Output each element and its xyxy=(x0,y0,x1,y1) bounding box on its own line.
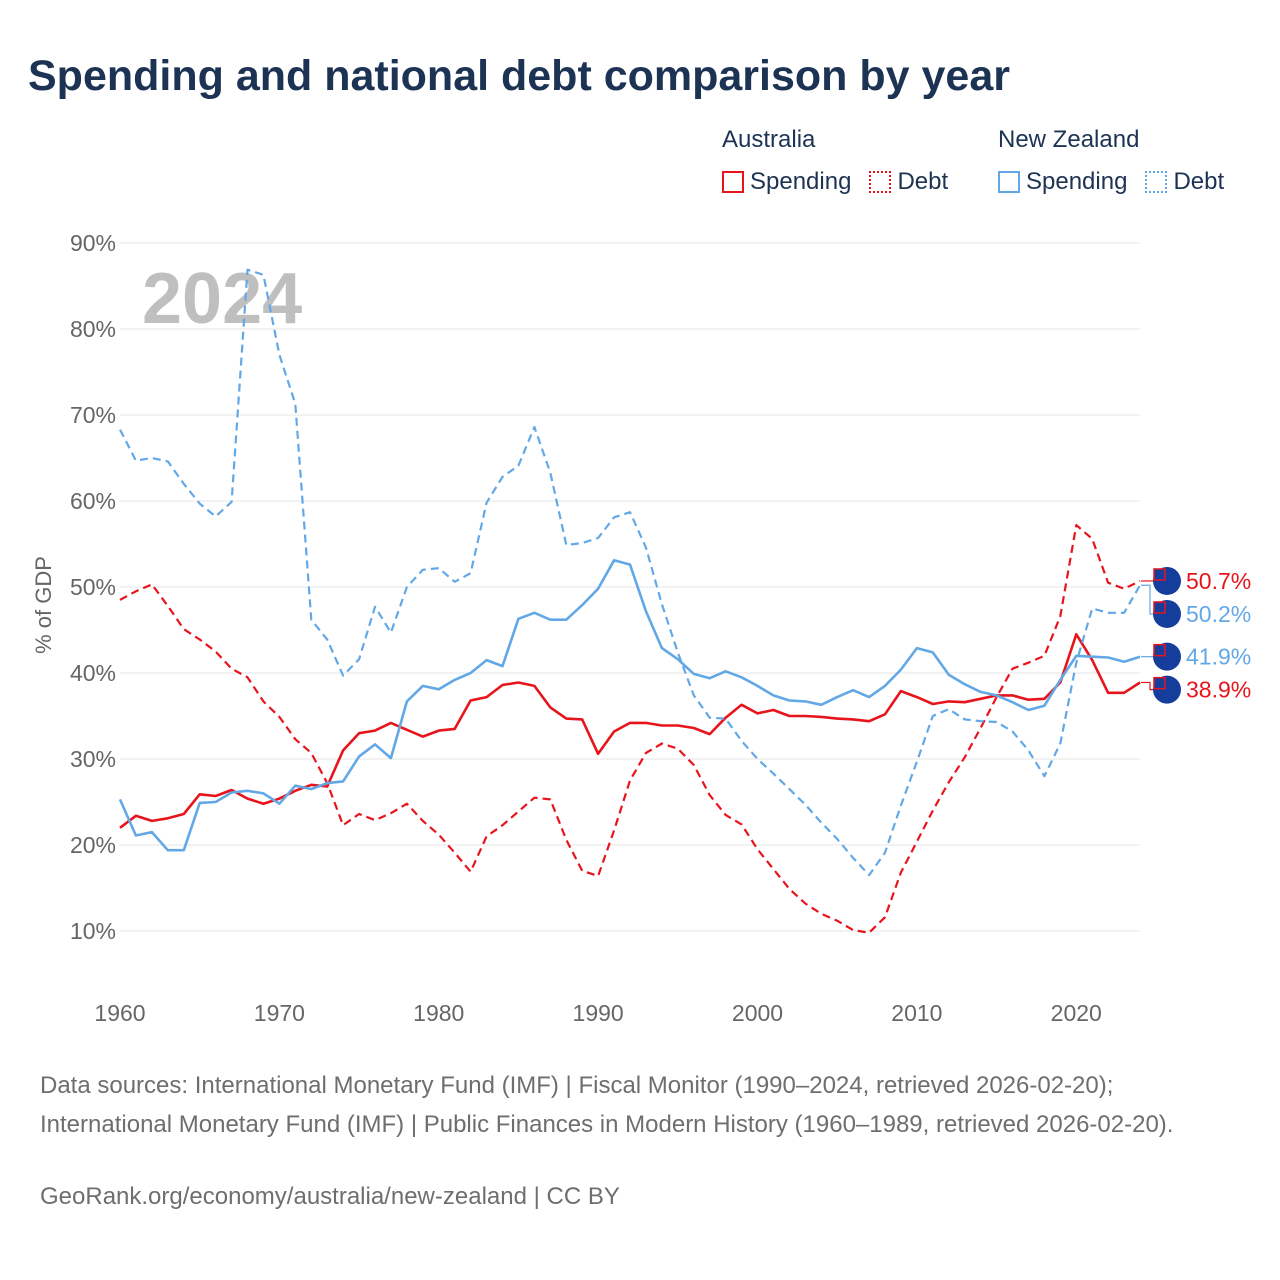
y-tick-label: 70% xyxy=(70,402,116,428)
y-tick-label: 90% xyxy=(70,230,116,256)
line-chart: 10% 20% 30% 40% 50% 60% 70% 80% 90% 1960 1970 1980 1… xyxy=(31,230,1251,1026)
x-tick-label: 1980 xyxy=(413,1000,464,1026)
solid-line-swatch-icon xyxy=(998,171,1020,193)
legend-label: Debt xyxy=(897,168,949,195)
y-tick-label: 10% xyxy=(70,918,116,944)
union-jack-icon xyxy=(1153,643,1166,657)
series-line-new-zealand-debt xyxy=(119,268,1141,877)
x-tick-label: 1990 xyxy=(573,1000,624,1026)
legend-label: Spending xyxy=(1026,168,1128,195)
union-jack-icon xyxy=(1153,568,1166,581)
x-tick-label: 1970 xyxy=(254,1000,305,1026)
legend-label: Spending xyxy=(750,168,852,195)
union-jack-icon xyxy=(1153,676,1166,690)
end-value-label: 50.2% xyxy=(1186,601,1251,627)
legend-group-name: New Zealand xyxy=(998,126,1140,153)
y-tick-label: 30% xyxy=(70,746,116,772)
x-tick-label: 2020 xyxy=(1051,1000,1102,1026)
x-tick-label: 2010 xyxy=(891,1000,942,1026)
legend-item-new-zealand-debt[interactable]: Debt xyxy=(1145,168,1224,196)
end-value-label: 38.9% xyxy=(1186,677,1251,703)
solid-line-swatch-icon xyxy=(722,171,744,193)
dotted-line-swatch-icon xyxy=(869,171,892,193)
dotted-line-swatch-icon xyxy=(1145,171,1168,193)
legend-group-name: Australia xyxy=(722,126,816,153)
y-axis-label: % of GDP xyxy=(31,556,56,654)
union-jack-icon xyxy=(1153,601,1166,614)
year-overlay: 2024 xyxy=(142,259,302,339)
legend-new-zealand: New Zealand Spending Debt xyxy=(998,126,1224,196)
y-tick-label: 20% xyxy=(70,832,116,858)
legend-item-australia-debt[interactable]: Debt xyxy=(869,168,948,196)
y-tick-label: 40% xyxy=(70,660,116,686)
series-line-new-zealand-spending xyxy=(118,558,1141,852)
legend-australia: Australia Spending Debt xyxy=(722,126,966,196)
end-value-label: 50.7% xyxy=(1186,568,1251,594)
credit-link[interactable]: GeoRank.org/economy/australia/new-zealan… xyxy=(40,1183,620,1210)
series-line-australia-debt xyxy=(119,523,1141,934)
x-tick-label: 2000 xyxy=(732,1000,783,1026)
legend-label: Debt xyxy=(1173,168,1225,195)
x-tick-label: 1960 xyxy=(94,1000,145,1026)
chart-title: Spending and national debt comparison by… xyxy=(28,52,1010,100)
y-tick-label: 80% xyxy=(70,316,116,342)
legend-item-new-zealand-spending[interactable]: Spending xyxy=(998,168,1127,196)
end-value-label: 41.9% xyxy=(1186,644,1251,670)
legend-item-australia-spending[interactable]: Spending xyxy=(722,168,851,196)
y-tick-label: 60% xyxy=(70,488,116,514)
data-sources: Data sources: International Monetary Fun… xyxy=(40,1072,1174,1138)
y-tick-label: 50% xyxy=(70,574,116,600)
